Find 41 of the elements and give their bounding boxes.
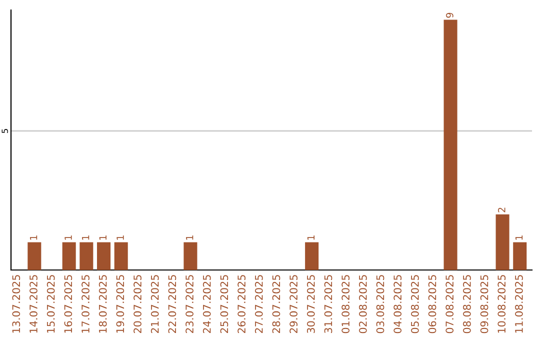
y-tick-label: 5: [2, 129, 8, 133]
x-tick-label: 10.08.2025: [498, 275, 506, 333]
x-tick-label: 08.08.2025: [462, 275, 471, 334]
data-label: 1: [30, 236, 38, 240]
x-tick-label: 22.07.2025: [168, 275, 176, 334]
data-label: 1: [307, 236, 314, 240]
x-tick-label: 18.07.2025: [98, 275, 107, 333]
x-tick-label: 15.07.2025: [46, 275, 55, 333]
x-tick-label: 26.07.2025: [238, 275, 246, 334]
x-tick-label: 05.08.2025: [410, 275, 419, 334]
data-label: 1: [64, 236, 72, 240]
x-tick-label: 30.07.2025: [306, 275, 315, 334]
x-tick-label: 06.08.2025: [428, 275, 436, 334]
data-label: 1: [116, 236, 124, 240]
x-tick-label: 13.07.2025: [12, 275, 20, 333]
data-label: 1: [99, 236, 106, 240]
x-tick-label: 27.07.2025: [254, 275, 263, 334]
x-tick-label: 07.08.2025: [446, 275, 454, 334]
x-tick-label: 29.07.2025: [290, 275, 298, 334]
x-tick-label: 11.08.2025: [515, 275, 523, 333]
data-label: 1: [515, 236, 523, 240]
x-tick-label: 20.07.2025: [134, 275, 142, 334]
x-tick-label: 24.07.2025: [202, 275, 211, 334]
x-tick-label: 16.07.2025: [64, 275, 72, 333]
x-tick-label: 02.08.2025: [358, 275, 367, 334]
x-tick-label: 14.07.2025: [30, 275, 38, 333]
x-tick-label: 19.07.2025: [116, 275, 124, 333]
x-tick-label: 01.08.2025: [342, 275, 350, 334]
data-label: 2: [498, 208, 506, 212]
data-label: 1: [82, 236, 90, 240]
data-label: 9: [446, 12, 454, 18]
data-label: 1: [186, 236, 194, 240]
x-tick-label: 17.07.2025: [82, 275, 90, 333]
x-tick-label: 23.07.2025: [186, 275, 194, 334]
x-tick-label: 25.07.2025: [220, 275, 228, 334]
x-tick-label: 09.08.2025: [480, 275, 488, 334]
x-tick-label: 28.07.2025: [272, 275, 280, 334]
x-tick-label: 21.07.2025: [150, 275, 159, 334]
x-tick-label: 03.08.2025: [376, 275, 384, 334]
x-tick-label: 04.08.2025: [394, 275, 402, 334]
x-tick-label: 31.07.2025: [324, 275, 332, 334]
